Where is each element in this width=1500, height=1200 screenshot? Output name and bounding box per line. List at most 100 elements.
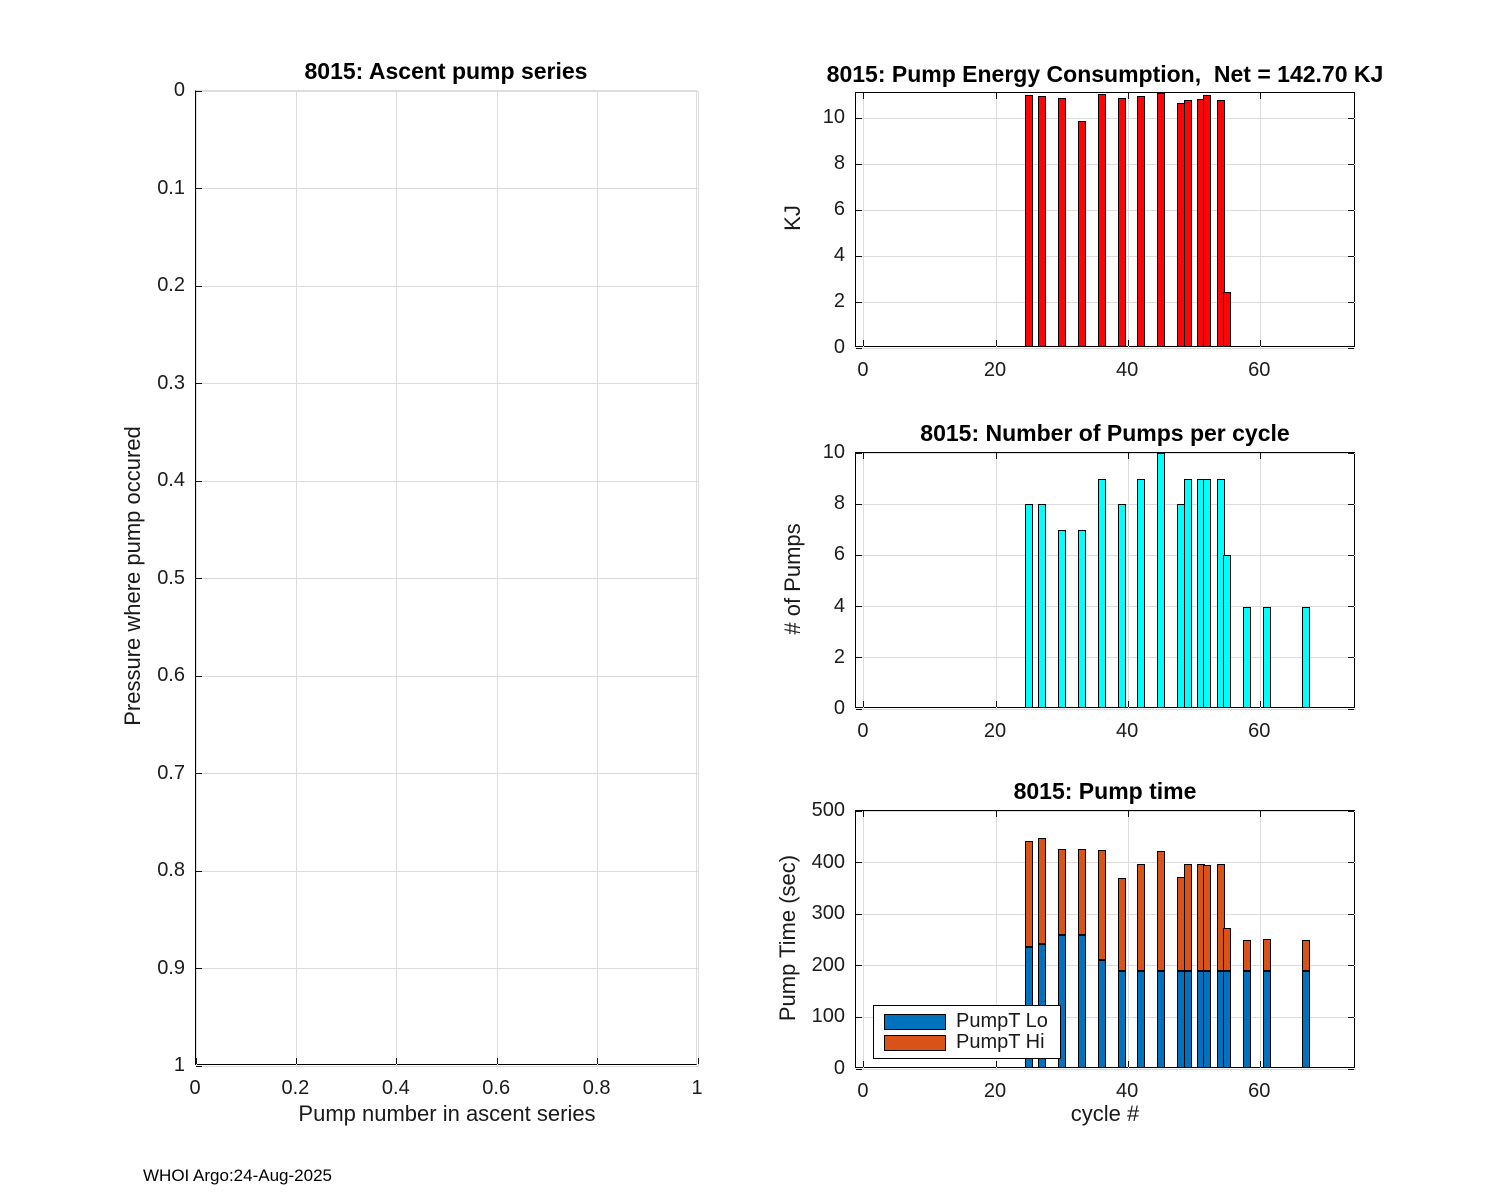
y-tick-mark-right	[1348, 347, 1354, 349]
x-tick-mark-top	[1259, 93, 1261, 99]
y-tick-label: 500	[811, 799, 845, 821]
vertical-gridline	[1259, 93, 1261, 348]
y-tick-mark	[856, 503, 862, 505]
x-tick-mark	[295, 1058, 297, 1064]
horizontal-gridline	[196, 1065, 698, 1067]
legend: PumpT Lo PumpT Hi	[873, 1005, 1061, 1059]
x-tick-label: 0.2	[281, 1077, 310, 1099]
y-tick-label: 0.9	[157, 956, 185, 979]
bar-pumps-per-cycle	[1137, 478, 1146, 708]
y-tick-mark-right	[1348, 606, 1354, 608]
y-tick-mark-right	[1348, 452, 1354, 454]
y-tick-label: 2	[833, 645, 845, 668]
vertical-gridline	[995, 93, 997, 348]
bar-pump-time-pumpt-hi	[1157, 851, 1166, 971]
x-tick-mark	[697, 1058, 699, 1064]
y-tick-label: 0	[173, 79, 185, 101]
bar-pumps-per-cycle	[1025, 504, 1034, 708]
y-tick-mark	[856, 347, 862, 349]
x-tick-label: 0	[857, 1080, 869, 1102]
pumps-plot-area	[855, 452, 1356, 710]
bar-pump-energy	[1223, 291, 1232, 347]
y-tick-mark	[856, 301, 862, 303]
bar-pump-time-pumpt-hi	[1058, 849, 1067, 936]
y-tick-mark	[856, 913, 862, 915]
bar-pump-time-pumpt-lo	[1157, 970, 1166, 1068]
x-tick-mark-top	[1259, 811, 1261, 817]
x-tick-mark	[995, 340, 997, 346]
y-tick-label: 0.7	[157, 761, 185, 784]
pumpt-lo-label: PumpT Lo	[956, 1010, 1048, 1032]
x-tick-mark	[396, 1058, 398, 1064]
x-tick-mark	[1127, 1061, 1129, 1067]
bar-pumps-per-cycle	[1302, 606, 1311, 708]
y-tick-mark	[196, 90, 202, 92]
y-tick-mark	[856, 209, 862, 211]
y-tick-label: 10	[822, 106, 845, 129]
legend-row-pumpt-lo: PumpT Lo	[884, 1010, 1048, 1032]
y-tick-label: 0.5	[157, 566, 185, 589]
bar-pump-time-pumpt-lo	[1203, 970, 1212, 1068]
y-tick-mark	[196, 773, 202, 774]
x-tick-mark	[995, 701, 997, 707]
y-tick-mark-right	[1348, 862, 1354, 864]
pump-time-xlabel: cycle #	[1070, 1101, 1140, 1126]
x-tick-label: 0	[189, 1077, 201, 1099]
y-tick-mark	[856, 862, 862, 864]
bar-pumps-per-cycle	[1183, 478, 1192, 708]
y-tick-label: 0	[833, 336, 845, 358]
horizontal-gridline	[196, 285, 698, 287]
y-tick-mark	[856, 708, 862, 710]
y-tick-mark	[196, 480, 202, 482]
y-tick-label: 2	[833, 290, 845, 313]
pumpt-hi-label: PumpT Hi	[956, 1031, 1045, 1053]
y-tick-label: 0.3	[157, 371, 185, 394]
horizontal-gridline	[196, 90, 698, 92]
vertical-gridline	[863, 811, 865, 1069]
horizontal-gridline	[856, 1016, 1356, 1018]
pumpt-hi-swatch	[884, 1034, 946, 1051]
vertical-gridline	[863, 453, 865, 709]
ascent-xlabel: Pump number in ascent series	[298, 1101, 596, 1126]
vertical-gridline	[1259, 811, 1261, 1069]
x-tick-label: 1	[691, 1077, 703, 1099]
x-tick-mark-top	[1259, 453, 1261, 459]
horizontal-gridline	[196, 480, 698, 482]
x-tick-mark	[863, 701, 865, 707]
x-tick-mark-top	[863, 453, 865, 459]
y-tick-label: 100	[811, 1005, 845, 1028]
y-tick-mark	[856, 657, 862, 659]
bar-pump-time-pumpt-hi	[1038, 838, 1047, 944]
bar-pumps-per-cycle	[1157, 453, 1166, 708]
y-tick-mark-right	[1348, 255, 1354, 257]
y-tick-mark-right	[1348, 117, 1354, 119]
bar-pumps-per-cycle	[1243, 606, 1252, 708]
y-tick-mark-right	[1348, 965, 1354, 967]
y-tick-mark	[856, 117, 862, 119]
bar-pump-time-pumpt-lo	[1243, 970, 1252, 1068]
x-tick-mark	[1259, 340, 1261, 346]
y-tick-label: 10	[822, 441, 845, 463]
bar-pump-time-pumpt-hi	[1262, 938, 1271, 971]
horizontal-gridline	[196, 773, 698, 774]
y-tick-mark-right	[1348, 657, 1354, 659]
x-tick-mark	[995, 1061, 997, 1067]
y-tick-label: 6	[833, 543, 845, 566]
bar-pump-time-pumpt-hi	[1183, 864, 1192, 971]
y-tick-mark-right	[1348, 163, 1354, 165]
y-tick-mark-right	[1348, 301, 1354, 303]
bar-pump-energy	[1077, 120, 1086, 347]
horizontal-gridline	[856, 209, 1356, 211]
horizontal-gridline	[196, 675, 698, 677]
y-tick-label: 0.2	[157, 274, 185, 296]
horizontal-gridline	[196, 188, 698, 189]
bar-pump-energy	[1157, 93, 1166, 347]
y-tick-label: 0.6	[157, 664, 185, 686]
x-tick-mark	[1127, 340, 1129, 346]
horizontal-gridline	[856, 503, 1356, 505]
vertical-gridline	[1127, 811, 1129, 1069]
x-tick-mark	[496, 1058, 498, 1064]
vertical-gridline	[995, 453, 997, 709]
y-tick-mark	[196, 870, 202, 872]
x-tick-mark-top	[863, 93, 865, 99]
